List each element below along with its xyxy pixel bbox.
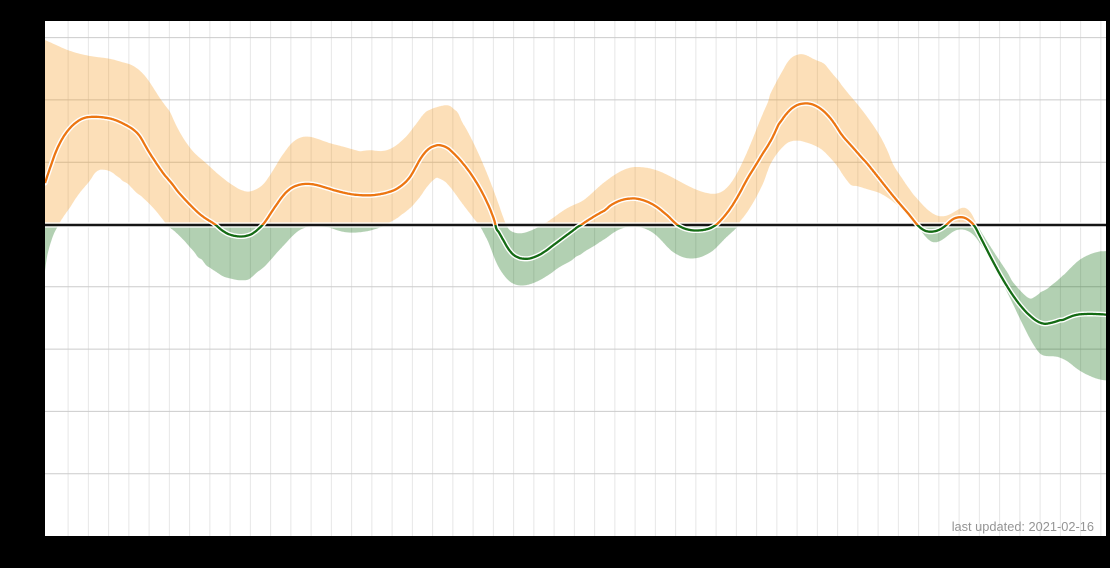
svg-text:last updated: 2021-02-16: last updated: 2021-02-16 [952,519,1094,534]
